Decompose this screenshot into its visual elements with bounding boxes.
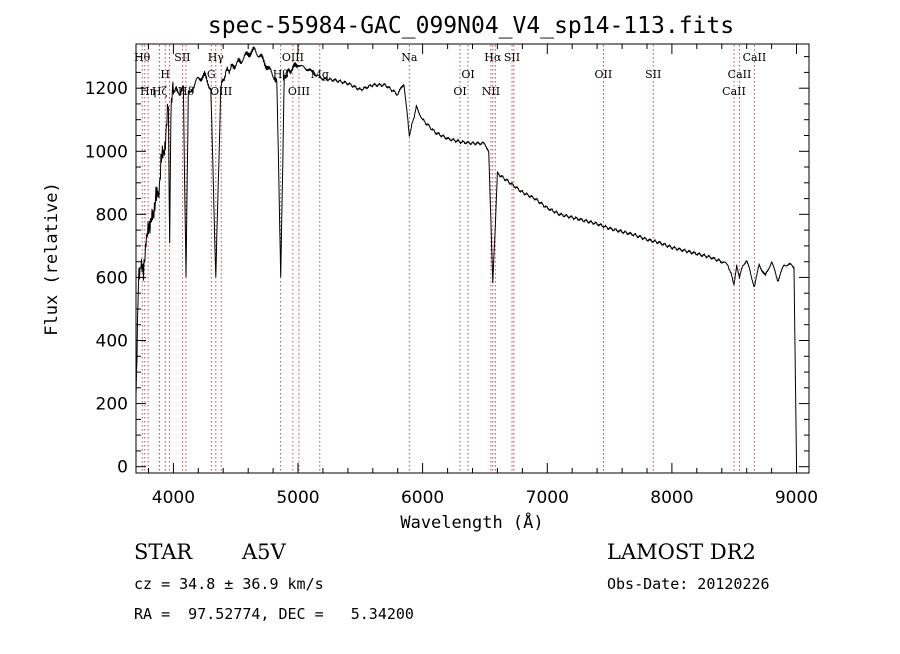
x-tick-label: 5000 (276, 488, 319, 508)
y-tick-label: 200 (96, 395, 128, 415)
y-tick-label: 600 (96, 268, 128, 288)
spectral-subclass: A5V (241, 540, 287, 564)
line-id-label: NII (482, 85, 500, 98)
line-id-label: G (207, 68, 216, 81)
x-tick-label: 8000 (650, 488, 693, 508)
line-id-label: OIII (210, 85, 232, 98)
line-id-label: SII (174, 51, 190, 64)
plot-frame (135, 43, 810, 474)
line-id-label: OI (453, 85, 466, 98)
x-tick-label: 7000 (526, 488, 569, 508)
x-tick-label: 9000 (775, 488, 818, 508)
line-id-label: CaII (743, 51, 767, 64)
spectrum-series (135, 46, 797, 464)
x-axis-label: Wavelength (Å) (400, 511, 543, 533)
line-id-label: SII (645, 68, 661, 81)
y-tick-label: 400 (96, 332, 128, 352)
chart-title: spec-55984-GAC_099N04_V4_sp14-113.fits (208, 13, 734, 39)
x-tick-label: 4000 (152, 488, 195, 508)
line-id-label: SII (504, 51, 520, 64)
y-axis: 0 200 400 600 800 1000 1200 (85, 56, 809, 478)
y-tick-label: 1000 (85, 142, 128, 162)
observation-date: Obs-Date: 20120226 (607, 575, 770, 593)
survey-name: LAMOST DR2 (607, 540, 756, 564)
line-id-label: CaII (722, 85, 746, 98)
line-id-label: Hθ (134, 51, 151, 64)
line-id-label: Hγ (208, 51, 225, 64)
y-tick-label: 800 (96, 205, 128, 225)
line-id-label: Hα (484, 51, 502, 64)
line-id-markers (141, 45, 755, 472)
line-id-labels: HθHηHζHSIIHδGHγOIIIHβOIIIOIIIMgNaOIOINII… (134, 51, 766, 98)
line-id-label: Na (401, 51, 418, 64)
series-line (135, 46, 797, 464)
line-id-label: OII (595, 68, 613, 81)
y-tick-label: 0 (117, 458, 128, 478)
x-tick-label: 6000 (401, 488, 444, 508)
line-id-label: OIII (282, 51, 304, 64)
line-id-label: H (160, 68, 170, 81)
x-axis: 4000 5000 6000 7000 8000 9000 (148, 44, 818, 508)
y-tick-label: 1200 (85, 79, 128, 99)
coordinates: RA = 97.52774, DEC = 5.34200 (134, 605, 414, 623)
line-id-label: Hζ (152, 85, 168, 98)
line-id-label: OI (461, 68, 474, 81)
y-axis-label: Flux (relative) (42, 182, 62, 336)
line-id-label: CaII (728, 68, 752, 81)
object-class: STAR (134, 540, 193, 564)
line-id-label: OIII (288, 85, 310, 98)
redshift-velocity: cz = 34.8 ± 36.9 km/s (134, 575, 324, 593)
